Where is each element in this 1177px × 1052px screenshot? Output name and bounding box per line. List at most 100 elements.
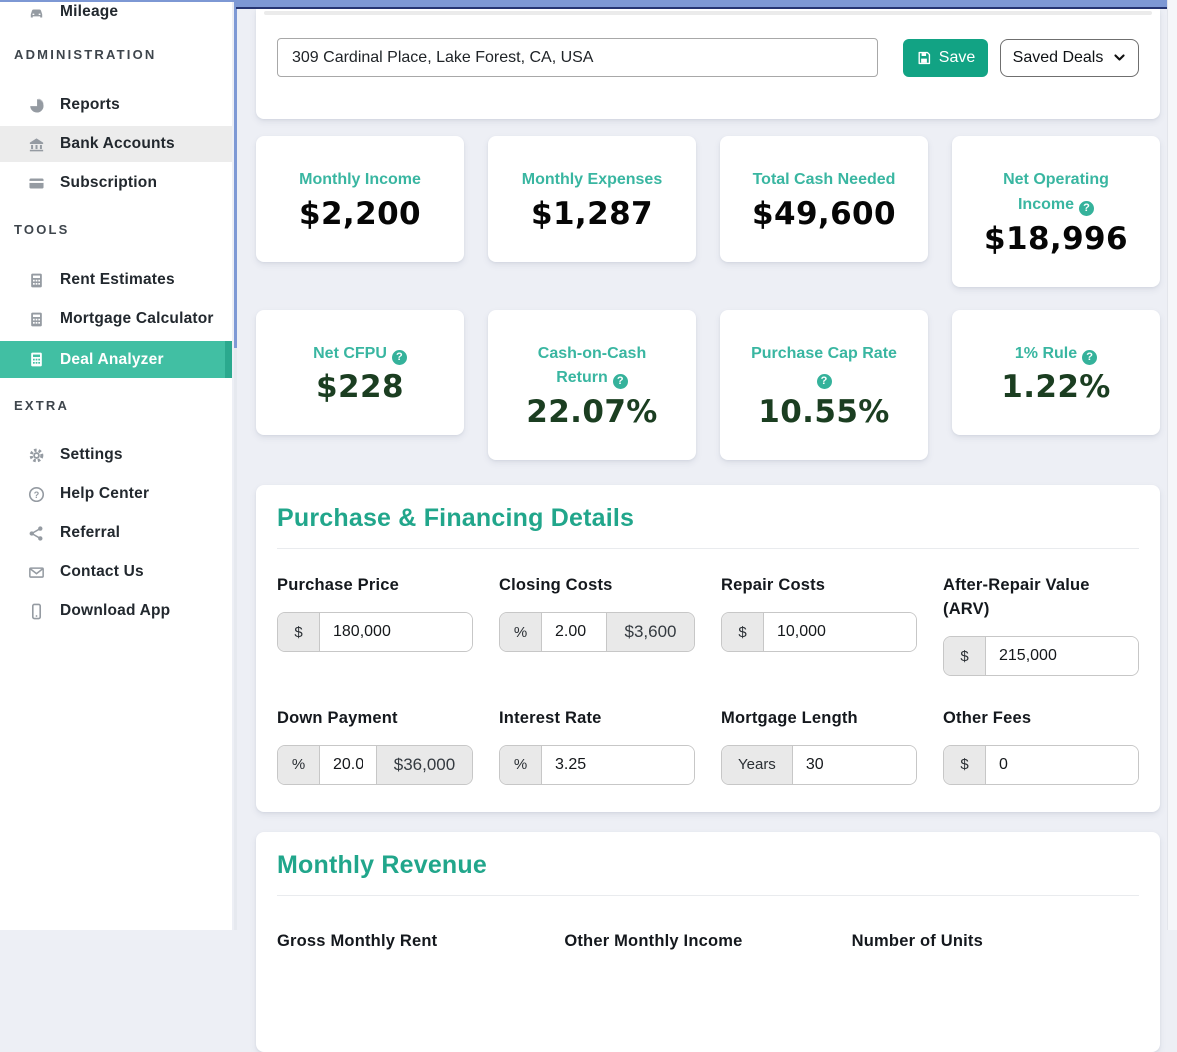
help-icon[interactable]: ? xyxy=(816,374,832,390)
field-after-repair-value: After-Repair Value (ARV) $ xyxy=(943,574,1139,677)
stat-card-net-operating-income: Net Operating Income? $18,996 xyxy=(952,136,1160,287)
address-input[interactable] xyxy=(277,38,878,77)
sidebar-item-label: Subscription xyxy=(60,174,158,191)
closing-costs-input[interactable] xyxy=(542,613,606,652)
stat-card-purchase-cap-rate: Purchase Cap Rate? 10.55% xyxy=(720,309,928,461)
field-label-other-monthly-income: Other Monthly Income xyxy=(564,931,743,950)
calculator-icon xyxy=(27,350,46,369)
financing-fields-row-2: Down Payment % $36,000 Interest Rate % M… xyxy=(277,707,1139,785)
section-title: Purchase & Financing Details xyxy=(277,504,635,533)
stat-card-one-percent-rule: 1% Rule? 1.22% xyxy=(952,309,1160,436)
sidebar-item-settings[interactable]: Settings xyxy=(0,438,232,472)
years-prefix: Years xyxy=(722,745,793,784)
sidebar-item-referral[interactable]: Referral xyxy=(0,516,232,550)
mortgage-length-input[interactable] xyxy=(792,745,916,784)
stat-label: Purchase Cap Rate xyxy=(751,344,897,362)
question-circle-icon: ? xyxy=(27,485,46,504)
stat-card-monthly-income: Monthly Income $2,200 xyxy=(256,136,464,262)
sidebar-item-help-center[interactable]: ? Help Center xyxy=(0,477,232,511)
other-fees-input[interactable] xyxy=(986,745,1138,784)
sidebar-item-mileage[interactable]: Mileage xyxy=(0,0,232,29)
arv-input[interactable] xyxy=(986,637,1138,676)
sidebar-item-label: Deal Analyzer xyxy=(60,350,164,368)
stat-card-total-cash-needed: Total Cash Needed $49,600 xyxy=(720,136,928,262)
sidebar-item-deal-analyzer[interactable]: Deal Analyzer xyxy=(0,341,232,378)
stat-value: $1,287 xyxy=(530,195,654,232)
computed-amount: $3,600 xyxy=(606,613,694,652)
percent-prefix: % xyxy=(500,745,542,784)
divider xyxy=(277,548,1139,550)
field-label: Mortgage Length xyxy=(721,709,858,728)
down-payment-input[interactable] xyxy=(320,745,376,784)
map-edge-strip xyxy=(264,11,1152,15)
field-interest-rate: Interest Rate % xyxy=(499,707,695,785)
page-scrollbar[interactable] xyxy=(1167,0,1177,930)
stat-label: 1% Rule xyxy=(1014,344,1078,362)
field-label-number-of-units: Number of Units xyxy=(851,931,983,950)
stat-label: Monthly Expenses xyxy=(521,171,663,188)
top-bar-cutoff xyxy=(236,0,1177,9)
monthly-revenue-card: Monthly Revenue Gross Monthly Rent Other… xyxy=(256,831,1160,1052)
stat-card-net-cfpu: Net CFPU? $228 xyxy=(256,309,464,436)
stat-label: Net Operating Income xyxy=(1003,171,1109,213)
stats-row-2: Net CFPU? $228 Cash-on-Cash Return? 22.0… xyxy=(256,309,1160,461)
sidebar-item-subscription[interactable]: Subscription xyxy=(0,166,232,200)
monthly-revenue-fields: Gross Monthly Rent Other Monthly Income … xyxy=(277,932,1139,951)
stat-label: Net CFPU xyxy=(313,344,387,362)
help-icon[interactable]: ? xyxy=(612,374,628,390)
stat-label: Monthly Income xyxy=(299,171,421,188)
interest-rate-input[interactable] xyxy=(542,745,694,784)
sidebar-item-download-app[interactable]: Download App xyxy=(0,594,232,628)
sidebar-item-label: Contact Us xyxy=(60,563,144,580)
chevron-down-icon xyxy=(1113,51,1126,64)
main-content: Save Saved Deals Monthly Income $2,200 M… xyxy=(236,0,1177,1052)
saved-deals-label: Saved Deals xyxy=(1012,48,1104,66)
sidebar-item-bank-accounts[interactable]: Bank Accounts xyxy=(0,126,232,162)
stat-card-monthly-expenses: Monthly Expenses $1,287 xyxy=(488,136,696,262)
field-label: Purchase Price xyxy=(277,576,400,595)
stat-value: $18,996 xyxy=(984,220,1128,257)
stat-value: $49,600 xyxy=(752,195,896,232)
sidebar-item-label: Mortgage Calculator xyxy=(60,310,214,327)
field-closing-costs: Closing Costs % $3,600 xyxy=(499,574,695,653)
field-repair-costs: Repair Costs $ xyxy=(721,574,917,653)
field-label: Repair Costs xyxy=(721,576,826,595)
purchase-price-input[interactable] xyxy=(320,613,472,652)
financing-fields-row-1: Purchase Price $ Closing Costs % $3,600 … xyxy=(277,574,1139,677)
help-icon[interactable]: ? xyxy=(1079,200,1094,216)
sidebar-item-contact-us[interactable]: Contact Us xyxy=(0,555,232,589)
field-label: Interest Rate xyxy=(499,709,602,728)
field-label: After-Repair Value (ARV) xyxy=(943,576,1090,619)
saved-deals-dropdown[interactable]: Saved Deals xyxy=(1000,38,1139,77)
stat-label: Total Cash Needed xyxy=(752,171,896,188)
help-icon[interactable]: ? xyxy=(1082,349,1098,365)
sidebar-item-mortgage-calculator[interactable]: Mortgage Calculator xyxy=(0,302,232,336)
purchase-financing-card: Purchase & Financing Details Purchase Pr… xyxy=(256,485,1160,812)
mobile-phone-icon xyxy=(27,602,46,621)
stat-value: 1.22% xyxy=(1001,369,1111,406)
divider xyxy=(277,894,1139,896)
sidebar-item-label: Referral xyxy=(60,524,121,541)
sidebar-item-label: Reports xyxy=(60,96,120,113)
sidebar-section-administration: ADMINISTRATION xyxy=(14,47,157,62)
percent-prefix: % xyxy=(278,745,320,784)
car-icon xyxy=(27,3,46,22)
field-mortgage-length: Mortgage Length Years xyxy=(721,707,917,785)
credit-card-icon xyxy=(27,174,46,193)
sidebar-scrollbar-thumb[interactable] xyxy=(234,0,237,348)
sidebar: Mileage ADMINISTRATION Reports Bank Acco… xyxy=(0,2,232,930)
sidebar-item-rent-estimates[interactable]: Rent Estimates xyxy=(0,263,232,297)
address-card: Save Saved Deals xyxy=(256,9,1160,119)
save-button[interactable]: Save xyxy=(903,38,988,77)
gear-icon xyxy=(27,446,46,465)
top-bar-blue-line xyxy=(0,0,236,2)
sidebar-item-label: Bank Accounts xyxy=(60,135,175,152)
stats-row-1: Monthly Income $2,200 Monthly Expenses $… xyxy=(256,136,1160,287)
pie-chart-icon xyxy=(27,96,46,115)
help-icon[interactable]: ? xyxy=(391,349,407,365)
sidebar-item-label: Help Center xyxy=(60,485,150,502)
sidebar-section-extra: EXTRA xyxy=(14,398,70,413)
repair-costs-input[interactable] xyxy=(764,613,916,652)
stat-label: Cash-on-Cash Return xyxy=(537,344,647,387)
sidebar-item-reports[interactable]: Reports xyxy=(0,88,232,122)
